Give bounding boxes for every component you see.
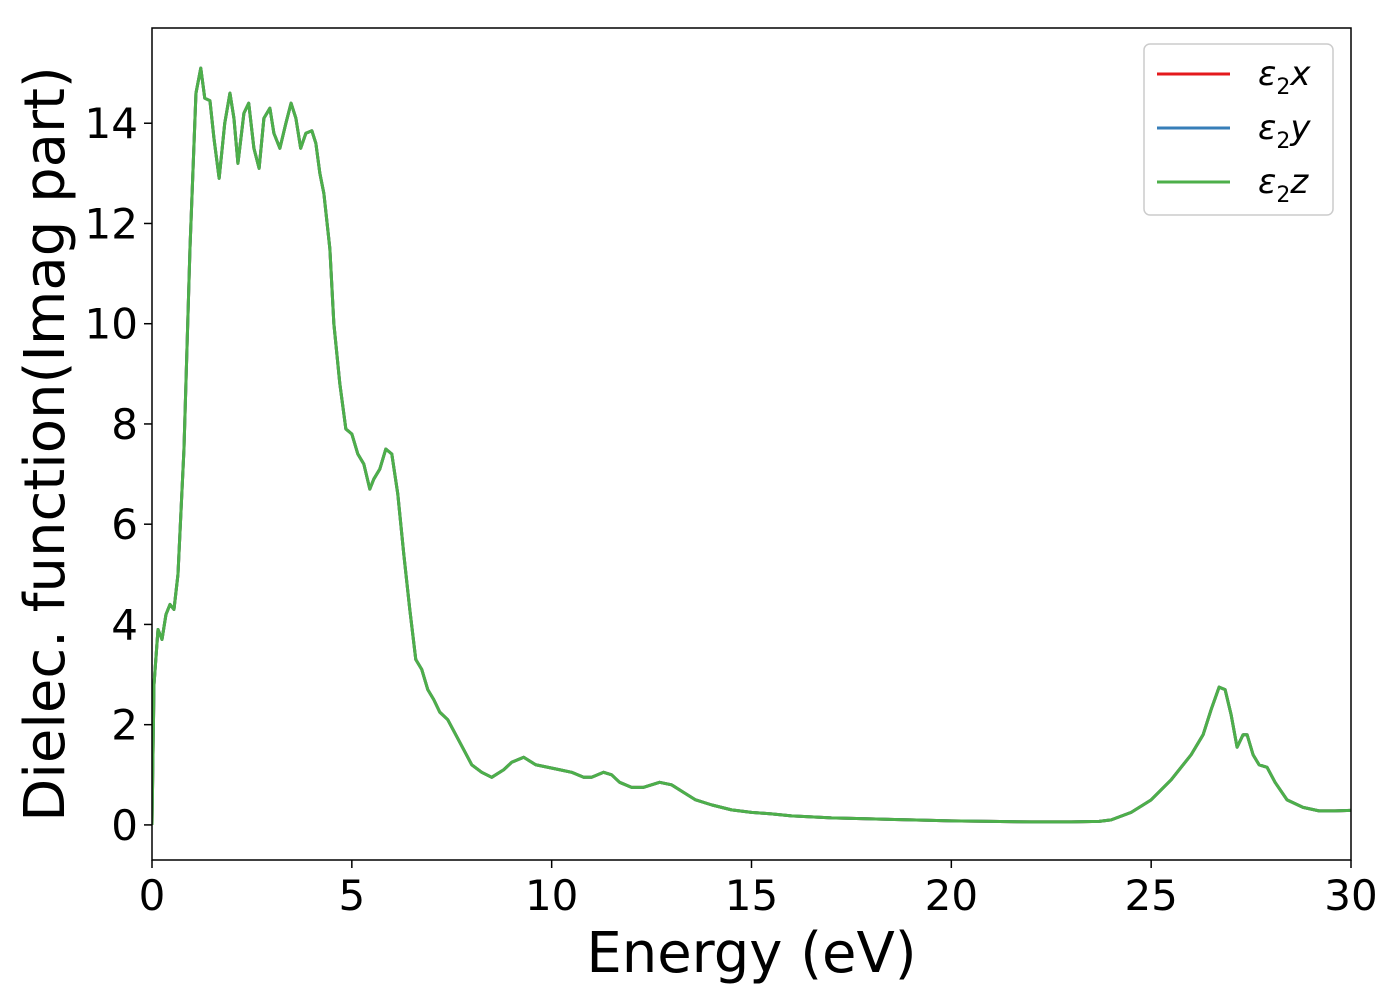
y-axis: 0 2 4 6 8 10 12 14 (85, 99, 152, 850)
legend: ε2x ε2y ε2z (1143, 43, 1334, 216)
y-tick-label: 2 (111, 701, 138, 750)
x-tick-label: 20 (925, 871, 978, 920)
y-tick-label: 6 (111, 500, 138, 549)
y-axis-label: Dielec. function(Imag part) (13, 66, 78, 822)
legend-box (1143, 43, 1334, 216)
y-tick-label: 0 (111, 801, 138, 850)
x-tick-label: 30 (1324, 871, 1377, 920)
y-tick-label: 12 (85, 199, 138, 248)
y-tick-label: 10 (85, 300, 138, 349)
x-axis-label: Energy (eV) (586, 921, 916, 986)
y-tick-label: 14 (85, 99, 138, 148)
x-tick-label: 25 (1124, 871, 1177, 920)
series-line-3 (152, 66, 1351, 825)
x-tick-label: 0 (139, 871, 166, 920)
x-axis: 0 5 10 15 20 25 30 (139, 860, 1378, 920)
legend-label: ε2z (1258, 162, 1309, 208)
x-tick-label: 15 (725, 871, 778, 920)
plot-area (152, 66, 1351, 825)
legend-label: ε2x (1258, 54, 1311, 100)
x-tick-label: 5 (338, 871, 365, 920)
y-tick-label: 8 (111, 400, 138, 449)
y-tick-label: 4 (111, 600, 138, 649)
x-tick-label: 10 (525, 871, 578, 920)
legend-label: ε2y (1258, 108, 1311, 154)
